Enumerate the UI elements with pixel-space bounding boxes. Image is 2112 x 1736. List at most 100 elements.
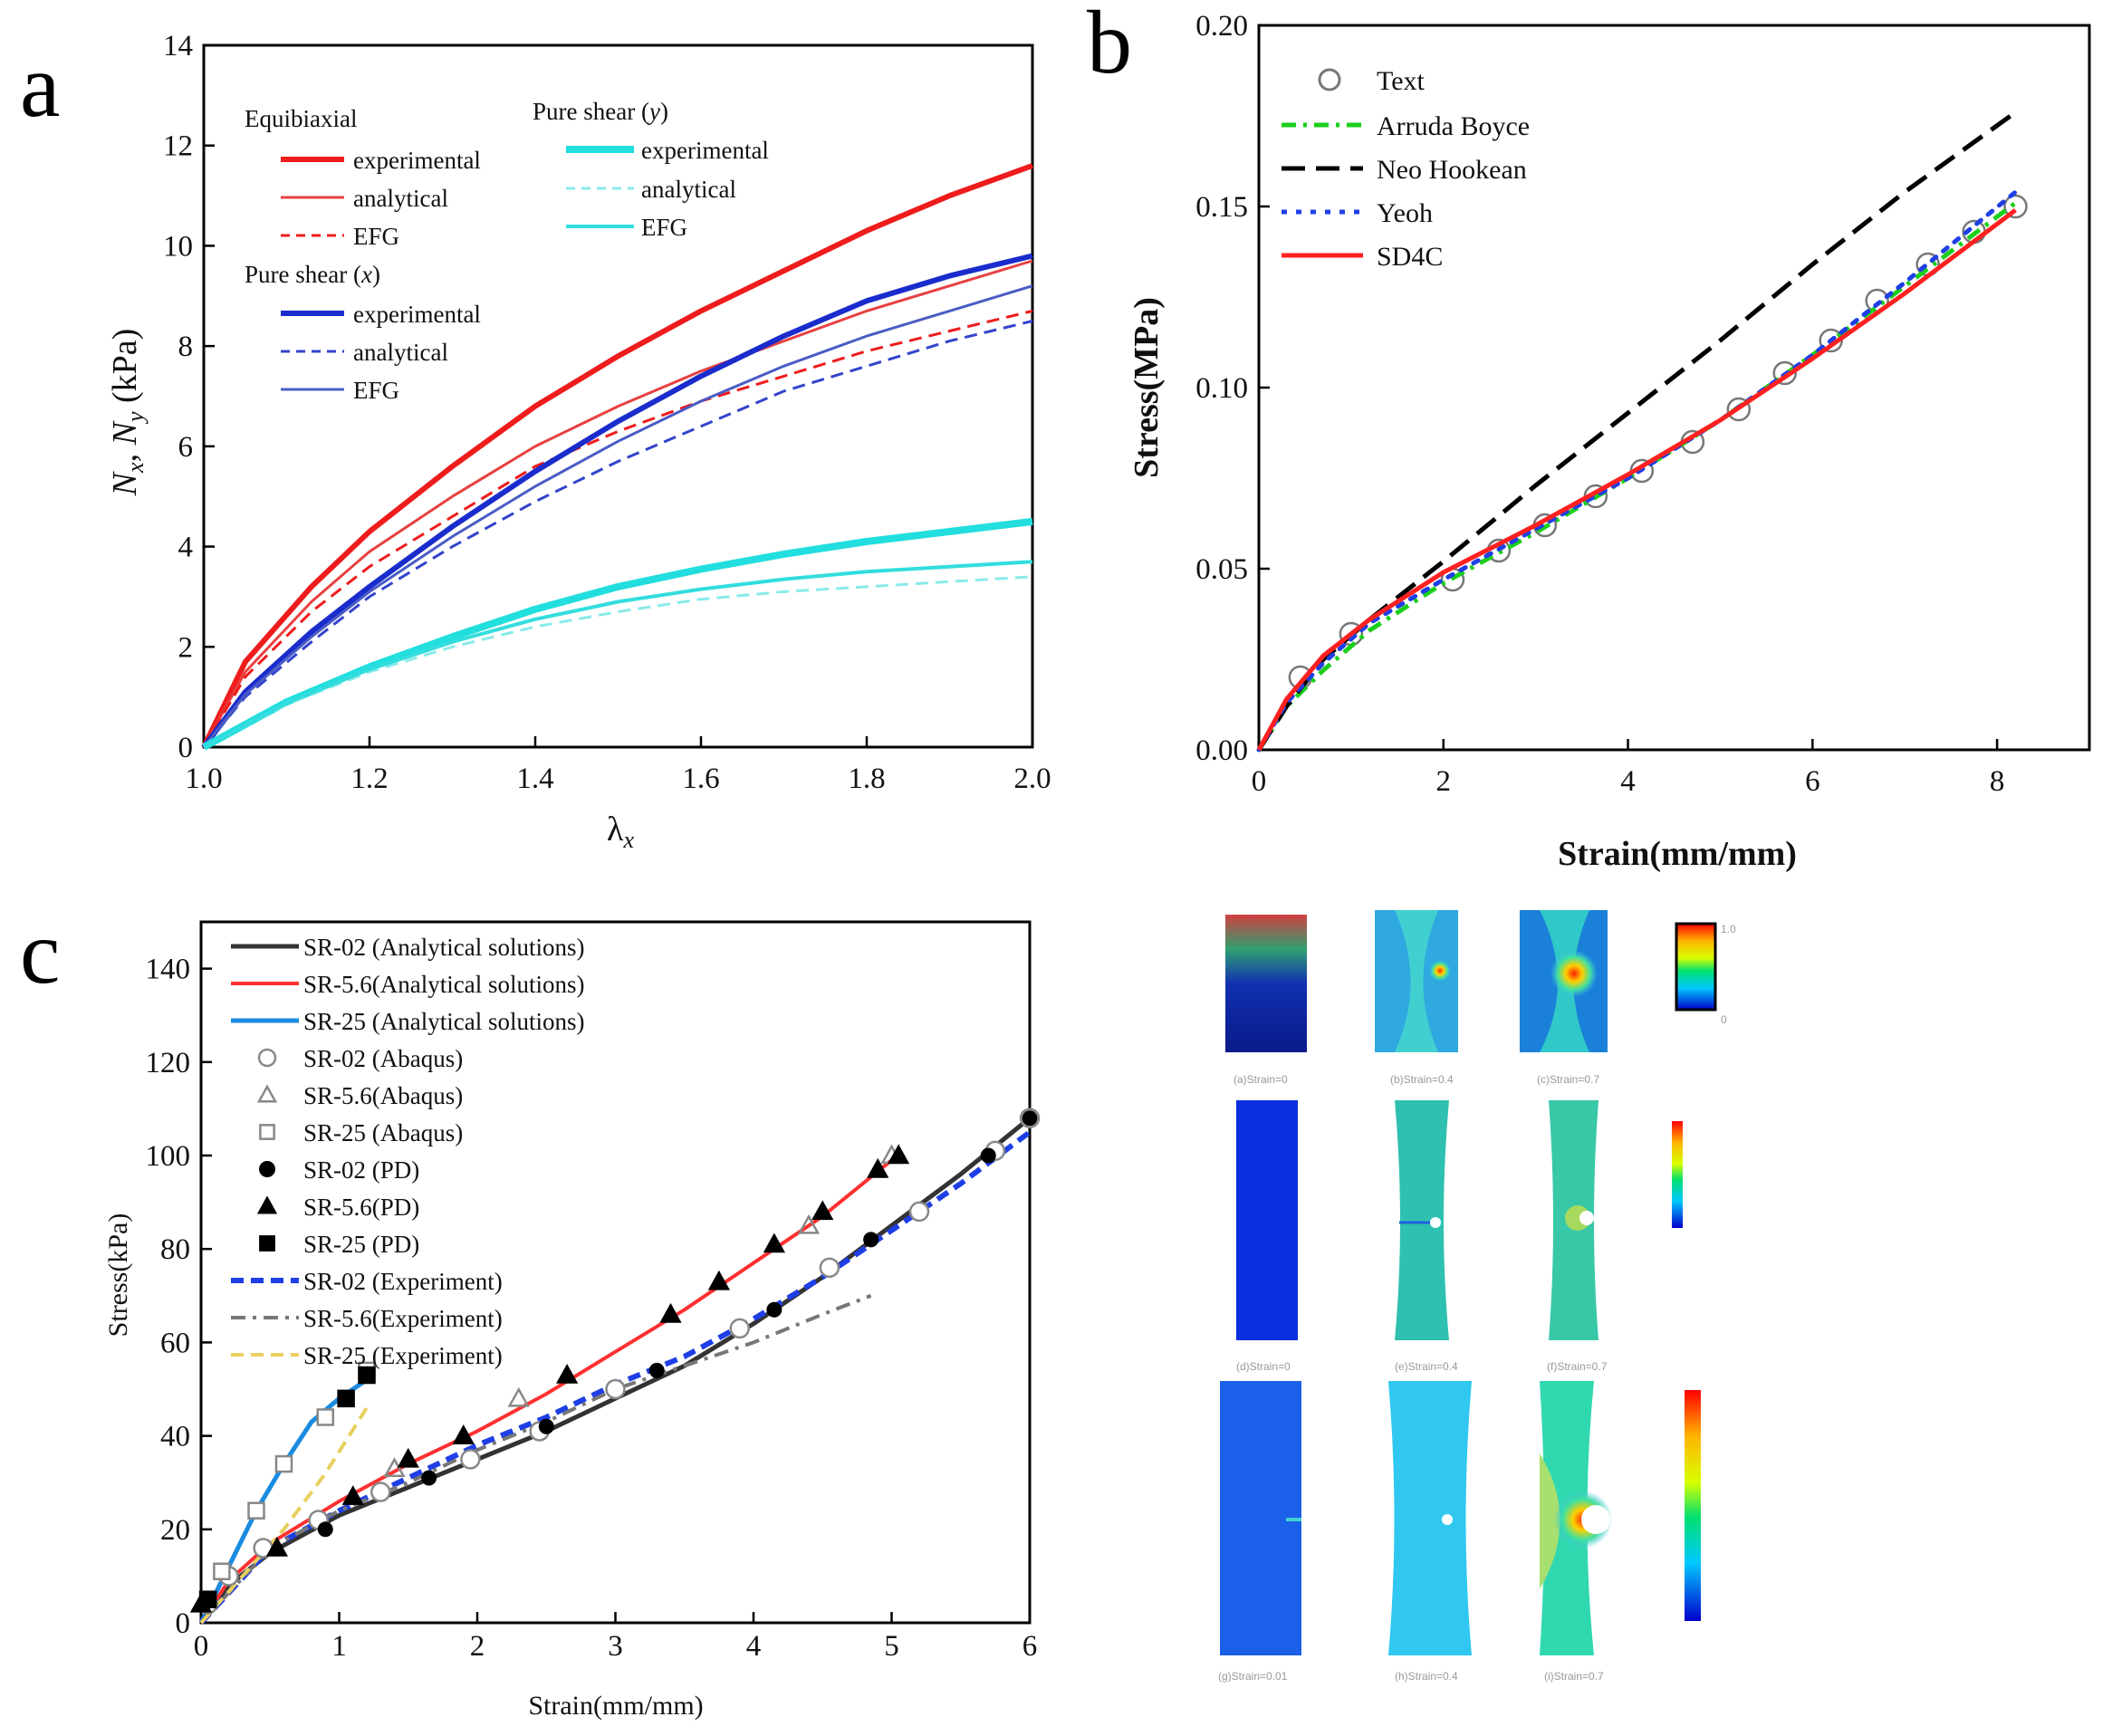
series-sr-25-pd-point: [200, 1592, 216, 1607]
x-tick-label: 4: [1620, 765, 1636, 798]
panel-a-legend: Equibiaxial experimental analytical EFG …: [245, 98, 769, 404]
y-tick-label: 6: [178, 431, 194, 464]
legend-label: analytical: [353, 185, 448, 212]
series-sr-02-pd-point: [981, 1148, 996, 1164]
y-tick-label: 120: [146, 1047, 191, 1079]
fem-colorbar: [1676, 924, 1715, 1010]
x-tick-label: 1.6: [682, 762, 719, 795]
y-tick-label: 80: [160, 1233, 190, 1266]
series-sr-25-pd-point: [360, 1367, 375, 1383]
legend-label: analytical: [353, 339, 448, 366]
x-tick-label: 8: [1990, 765, 2005, 798]
legend-label: SR-5.6(Experiment): [303, 1305, 503, 1332]
series-sr-5-6-pd-point: [399, 1450, 418, 1466]
panel-a: a 1.0 1.2 1.4 1.6 1.8 2.002468101214 λx Nx, N…: [20, 30, 1051, 853]
legend-label: SR-25 (Experiment): [303, 1342, 503, 1369]
x-tick-label: 2.0: [1013, 762, 1051, 795]
legend-swatch: [1320, 70, 1339, 90]
y-tick-label: 0.00: [1195, 734, 1248, 767]
y-tick-label: 100: [146, 1140, 191, 1173]
legend-label: SR-5.6(PD): [303, 1194, 419, 1221]
panel-b-ticks: 0 2 4 6 8 0.00 0.05 0.10 0.15 0.20: [1195, 10, 2004, 798]
panel-a-ylabel-sep: ,: [106, 445, 144, 462]
y-tick-label: 140: [146, 954, 191, 986]
fem-notch: [1581, 1505, 1610, 1534]
panel-b-ylabel: Stress(MPa): [1128, 297, 1166, 478]
panel-a-ylabel-n1: N: [106, 470, 144, 496]
series-sr-02-pd-point: [318, 1521, 333, 1537]
legend-swatch: [260, 1125, 274, 1138]
legend-label: SR-25 (Abaqus): [303, 1119, 463, 1146]
x-tick-label: 1.4: [516, 762, 553, 795]
panel-c-ylabel: Stress(kPa): [103, 1213, 133, 1338]
fem-crack-hotspot: [1550, 950, 1598, 997]
series-sr-25-abaqus-point: [214, 1564, 229, 1579]
series-sr-02-pd-point: [649, 1363, 665, 1378]
legend-label: analytical: [641, 176, 736, 203]
fem-notch: [1442, 1514, 1453, 1525]
legend-swatch: [259, 1087, 275, 1101]
panel-a-series: [204, 166, 1032, 747]
x-tick-label: 4: [746, 1630, 762, 1663]
panel-a-ylabel-unit: (kPa): [106, 329, 144, 412]
panel-a-ylabel: Nx, Ny (kPa): [106, 329, 149, 497]
y-tick-label: 40: [160, 1421, 190, 1453]
fem-caption: (i)Strain=0.7: [1544, 1670, 1604, 1683]
fem-specimen: [1225, 915, 1307, 1052]
legend-label: SD4C: [1377, 242, 1443, 272]
y-tick-label: 0.15: [1195, 191, 1248, 224]
series-sr-25-abaqus-point: [318, 1409, 333, 1424]
y-tick-label: 0.20: [1195, 10, 1248, 43]
y-tick-label: 0.05: [1195, 553, 1248, 586]
series-sr-02-pd-point: [421, 1471, 437, 1486]
series-sr-5-6-experiment-line: [201, 1296, 871, 1623]
legend-label: SR-02 (Analytical solutions): [303, 934, 584, 961]
series-sr-02-abaqus-point: [910, 1203, 928, 1221]
fem-specimen: [1395, 1100, 1449, 1340]
x-tick-label: 1: [331, 1630, 347, 1663]
fem-notch: [1579, 1211, 1594, 1225]
series-sr-02-abaqus-point: [821, 1259, 839, 1277]
x-tick-label: 1.2: [350, 762, 388, 795]
fem-caption: (d)Strain=0: [1236, 1360, 1291, 1373]
series-sr-5-6-analytical-solutions-line: [201, 1160, 892, 1623]
series-sr-02-abaqus-point: [731, 1319, 749, 1338]
x-tick-label: 6: [1022, 1630, 1038, 1663]
legend-label: SR-5.6(Analytical solutions): [303, 971, 584, 998]
figure-canvas: a 1.0 1.2 1.4 1.6 1.8 2.002468101214 λx Nx, N…: [0, 0, 2112, 1736]
fem-caption: (f)Strain=0.7: [1547, 1360, 1608, 1373]
legend-label: SR-02 (PD): [303, 1156, 419, 1184]
series-sr-02-pd-point: [863, 1232, 878, 1247]
fem-caption: (g)Strain=0.01: [1218, 1670, 1288, 1683]
legend-label: EFG: [641, 214, 687, 241]
fem-crack-hotspot: [1429, 960, 1451, 982]
y-tick-label: 60: [160, 1327, 190, 1359]
fem-caption: (h)Strain=0.4: [1395, 1670, 1458, 1683]
legend-label: Text: [1377, 66, 1426, 96]
series-sr-25-abaqus-point: [249, 1503, 264, 1519]
panel-a-letter: a: [20, 35, 60, 136]
series-sr-25-pd-point: [339, 1391, 354, 1406]
panel-c-letter: c: [20, 902, 60, 1002]
x-tick-label: 2: [470, 1630, 485, 1663]
series-sr-5-6-pd-point: [558, 1367, 576, 1383]
y-tick-label: 12: [163, 130, 193, 163]
x-tick-label: 3: [608, 1630, 623, 1663]
panel-c-xlabel: Strain(mm/mm): [528, 1691, 703, 1721]
panel-a-ylabel-sub-x: x: [122, 462, 149, 474]
series-pure-shear-y-experimental-line: [204, 522, 1032, 747]
legend-label: SR-25 (Analytical solutions): [303, 1008, 584, 1035]
legend-label: Arruda Boyce: [1377, 111, 1530, 141]
legend-swatch: [259, 1161, 275, 1177]
y-tick-label: 8: [178, 331, 194, 363]
colorbar-label: 0: [1721, 1013, 1727, 1026]
series-sr-02-abaqus-point: [607, 1380, 625, 1398]
x-tick-label: 0: [194, 1630, 209, 1663]
fem-contour-figure: 1.0 0 (a)Strain=0 (b)Strain=0.4 (c)Strai…: [1218, 910, 1736, 1683]
fem-colorbar: [1672, 1121, 1683, 1228]
fem-specimen: [1236, 1100, 1298, 1340]
x-tick-label: 2: [1436, 765, 1452, 798]
legend-label: experimental: [353, 301, 481, 328]
colorbar-label: 1.0: [1721, 923, 1736, 935]
